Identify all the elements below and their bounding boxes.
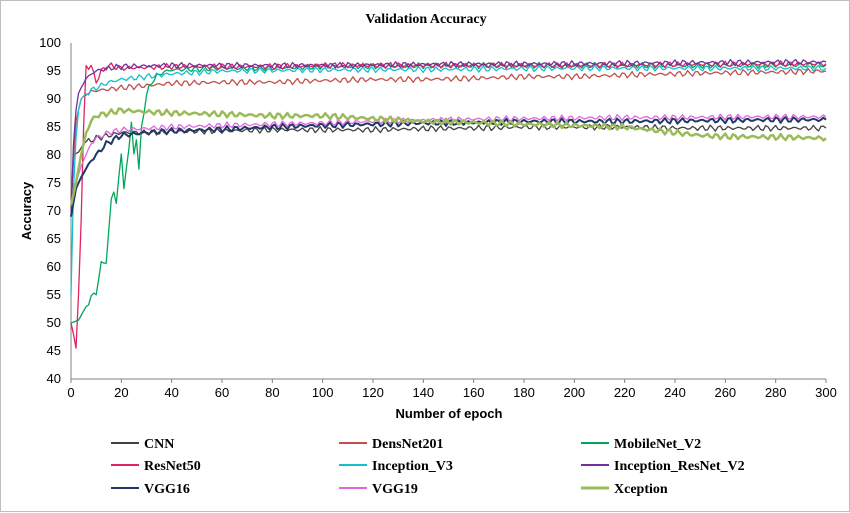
series-lines bbox=[69, 58, 827, 349]
x-tick-label: 120 bbox=[362, 385, 384, 400]
y-tick-label: 50 bbox=[47, 315, 61, 330]
x-tick-label: 200 bbox=[563, 385, 585, 400]
legend-label: DensNet201 bbox=[372, 437, 444, 452]
y-tick-label: 100 bbox=[39, 35, 61, 50]
series-line-xception bbox=[69, 107, 827, 206]
series-line-cnn bbox=[70, 123, 827, 217]
x-tick-label: 80 bbox=[265, 385, 279, 400]
x-tick-label: 220 bbox=[614, 385, 636, 400]
legend-label: Inception_ResNet_V2 bbox=[614, 459, 745, 474]
x-axis-title: Number of epoch bbox=[396, 406, 503, 421]
y-axis-title: Accuracy bbox=[19, 181, 34, 240]
legend-label: VGG16 bbox=[144, 482, 190, 497]
y-tick-label: 80 bbox=[47, 147, 61, 162]
x-tick-label: 60 bbox=[215, 385, 229, 400]
x-tick-label: 20 bbox=[114, 385, 128, 400]
legend-label: VGG19 bbox=[372, 482, 418, 497]
series-line-vgg19 bbox=[70, 113, 827, 206]
series-line-densnet201 bbox=[70, 68, 827, 200]
x-tick-label: 40 bbox=[164, 385, 178, 400]
series-line-vgg16 bbox=[70, 116, 827, 217]
y-tick-label: 90 bbox=[47, 91, 61, 106]
y-tick-label: 85 bbox=[47, 119, 61, 134]
legend-label: Inception_V3 bbox=[372, 459, 453, 474]
series-line-inception-resnet-v2 bbox=[70, 58, 827, 212]
x-tick-label: 240 bbox=[664, 385, 686, 400]
x-tick-label: 280 bbox=[765, 385, 787, 400]
y-tick-label: 55 bbox=[47, 287, 61, 302]
series-line-resnet50 bbox=[70, 60, 827, 349]
x-tick-label: 300 bbox=[815, 385, 837, 400]
y-tick-label: 95 bbox=[47, 63, 61, 78]
x-tick-label: 100 bbox=[312, 385, 334, 400]
legend-label: Xception bbox=[614, 482, 668, 497]
x-tick-label: 160 bbox=[463, 385, 485, 400]
chart-title: Validation Accuracy bbox=[365, 12, 486, 27]
y-tick-label: 40 bbox=[47, 371, 61, 386]
x-tick-label: 260 bbox=[714, 385, 736, 400]
y-tick-label: 70 bbox=[47, 203, 61, 218]
legend-label: MobileNet_V2 bbox=[614, 437, 701, 452]
y-tick-label: 75 bbox=[47, 175, 61, 190]
legend-label: CNN bbox=[144, 437, 174, 452]
legend-label: ResNet50 bbox=[144, 459, 201, 474]
y-tick-label: 65 bbox=[47, 231, 61, 246]
x-tick-label: 180 bbox=[513, 385, 535, 400]
series-line-mobilenet-v2 bbox=[70, 61, 827, 324]
x-tick-label: 0 bbox=[67, 385, 74, 400]
x-tick-label: 140 bbox=[412, 385, 434, 400]
legend: CNN DensNet201 MobileNet_V2 ResNet50 Incepti… bbox=[111, 437, 745, 497]
y-tick-label: 45 bbox=[47, 343, 61, 358]
series-line-inception-v3 bbox=[70, 64, 827, 296]
y-tick-label: 60 bbox=[47, 259, 61, 274]
axes: 0 20 40 60 80 100 120 140 160 180 200 220 240 260 280 3… bbox=[39, 35, 837, 400]
